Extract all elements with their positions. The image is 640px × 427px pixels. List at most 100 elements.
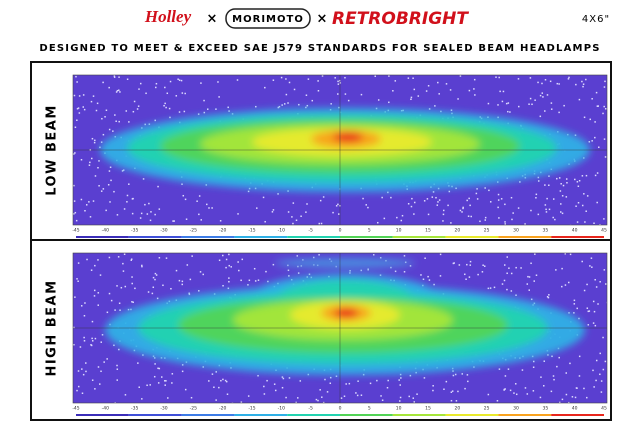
noise xyxy=(544,110,546,112)
noise xyxy=(565,178,568,180)
noise xyxy=(161,376,163,378)
noise xyxy=(97,366,100,368)
noise xyxy=(100,341,103,343)
noise xyxy=(534,99,536,101)
noise xyxy=(591,140,593,142)
noise xyxy=(603,138,606,140)
noise xyxy=(410,96,413,99)
noise xyxy=(208,207,210,209)
noise xyxy=(442,209,445,212)
noise xyxy=(594,174,597,177)
noise xyxy=(83,340,86,342)
noise xyxy=(164,384,166,386)
noise xyxy=(106,358,108,360)
noise xyxy=(82,94,85,96)
noise xyxy=(103,361,105,363)
noise xyxy=(561,285,563,288)
noise xyxy=(118,302,121,305)
noise xyxy=(528,276,531,278)
noise xyxy=(599,352,601,355)
noise xyxy=(203,99,205,102)
noise xyxy=(211,207,213,209)
noise xyxy=(603,218,605,220)
color-scale xyxy=(128,414,182,416)
noise xyxy=(509,111,511,113)
noise xyxy=(548,208,551,211)
noise xyxy=(81,368,83,370)
noise xyxy=(83,336,85,339)
x-tick-label: 25 xyxy=(484,406,490,412)
noise xyxy=(218,96,220,98)
noise xyxy=(467,380,469,383)
noise xyxy=(116,89,119,92)
panel-label: LOW BEAM xyxy=(45,104,60,196)
x-tick-label: 15 xyxy=(425,228,431,234)
noise xyxy=(413,88,416,91)
noise xyxy=(141,398,143,400)
noise xyxy=(438,93,440,95)
noise xyxy=(545,211,548,213)
noise xyxy=(108,292,111,295)
noise xyxy=(593,222,595,224)
noise xyxy=(307,78,310,80)
noise xyxy=(319,389,321,391)
noise xyxy=(411,197,413,200)
noise xyxy=(360,269,363,272)
noise xyxy=(278,105,281,108)
noise xyxy=(548,294,550,296)
noise xyxy=(604,108,607,110)
noise xyxy=(184,92,186,95)
noise xyxy=(198,290,200,292)
noise xyxy=(420,274,422,276)
noise xyxy=(91,337,93,340)
noise xyxy=(317,90,320,92)
logo-retrobright: RETROBRIGHT xyxy=(332,9,469,29)
noise xyxy=(99,274,102,276)
noise xyxy=(554,218,556,221)
noise xyxy=(89,161,91,164)
noise xyxy=(136,108,139,110)
noise xyxy=(82,373,85,376)
noise xyxy=(292,222,294,225)
noise xyxy=(539,396,542,399)
noise xyxy=(482,264,484,266)
noise xyxy=(318,222,321,225)
noise xyxy=(583,289,586,292)
noise xyxy=(169,80,172,83)
noise xyxy=(546,197,548,200)
noise xyxy=(498,217,500,219)
noise xyxy=(224,379,227,382)
noise xyxy=(118,348,120,351)
noise xyxy=(399,396,402,399)
noise xyxy=(76,119,78,121)
noise xyxy=(126,78,129,81)
color-scale xyxy=(234,414,288,416)
noise xyxy=(595,286,598,288)
noise xyxy=(369,382,372,385)
noise xyxy=(88,201,90,203)
x-tick-label: -40 xyxy=(102,406,109,412)
noise xyxy=(332,211,334,214)
noise xyxy=(379,256,382,259)
noise xyxy=(498,368,501,370)
noise xyxy=(208,380,210,382)
noise xyxy=(452,374,455,377)
noise xyxy=(237,261,239,263)
noise xyxy=(558,356,560,359)
noise xyxy=(105,209,107,212)
noise xyxy=(277,106,280,109)
noise xyxy=(427,85,430,87)
noise xyxy=(558,111,560,114)
x-tick-label: 15 xyxy=(425,406,431,412)
noise xyxy=(426,198,429,200)
noise xyxy=(74,126,77,129)
noise xyxy=(591,266,593,268)
noise xyxy=(122,270,125,272)
noise xyxy=(320,222,323,225)
noise xyxy=(443,388,445,390)
noise xyxy=(452,262,455,265)
noise xyxy=(484,216,487,219)
noise xyxy=(442,213,445,216)
noise xyxy=(153,357,156,359)
